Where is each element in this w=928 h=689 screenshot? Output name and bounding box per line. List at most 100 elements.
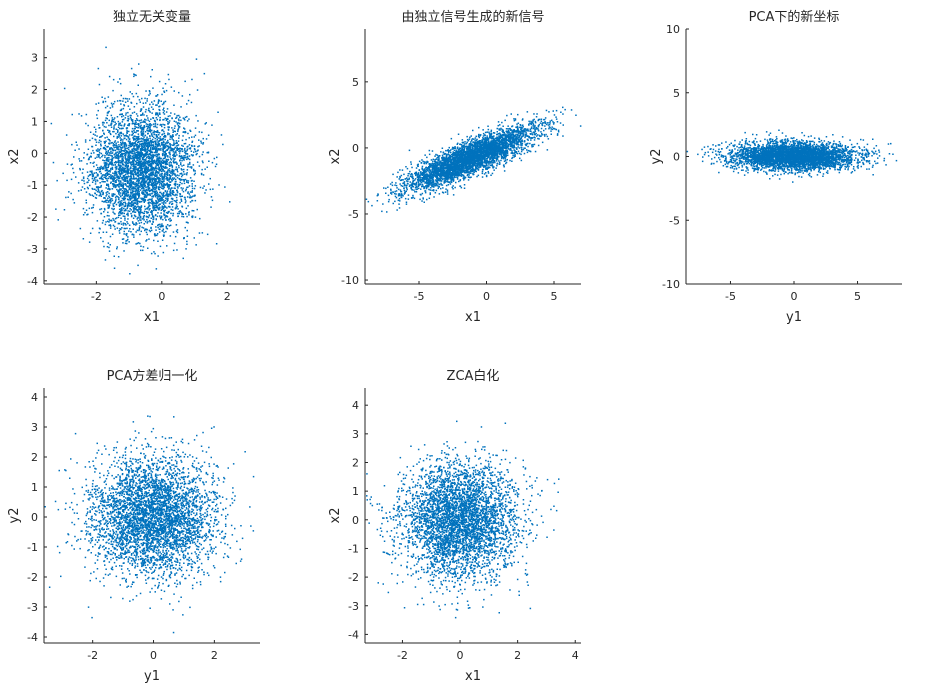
data-point xyxy=(127,214,129,217)
data-point xyxy=(147,138,149,140)
data-point xyxy=(171,180,173,182)
data-point xyxy=(95,103,97,105)
data-point xyxy=(116,227,119,229)
data-point xyxy=(108,188,111,191)
data-point xyxy=(442,151,445,153)
data-point xyxy=(136,136,139,138)
data-point xyxy=(137,205,139,207)
data-point xyxy=(209,177,211,180)
data-point xyxy=(164,165,167,168)
data-point xyxy=(132,200,134,202)
data-point xyxy=(129,116,132,119)
data-point xyxy=(131,214,133,217)
data-point xyxy=(155,229,157,231)
data-point xyxy=(160,160,163,163)
data-point xyxy=(158,204,160,207)
data-point xyxy=(81,179,83,181)
data-point xyxy=(124,227,127,230)
data-point xyxy=(139,162,142,164)
data-point xyxy=(135,160,137,163)
data-point xyxy=(95,144,97,146)
data-point xyxy=(156,129,159,132)
data-point xyxy=(112,172,114,174)
data-point xyxy=(142,217,145,219)
data-point xyxy=(156,140,158,142)
data-point xyxy=(149,202,152,204)
data-point xyxy=(204,168,206,170)
data-point xyxy=(114,217,117,220)
data-point xyxy=(173,127,176,129)
data-point xyxy=(159,186,161,189)
data-point xyxy=(139,225,141,227)
data-point xyxy=(122,188,125,190)
data-point xyxy=(147,119,149,121)
data-point xyxy=(156,138,158,140)
data-point xyxy=(108,110,110,113)
data-point xyxy=(161,144,163,146)
data-point xyxy=(138,206,140,208)
data-point xyxy=(536,113,538,115)
data-point xyxy=(107,149,110,152)
data-point xyxy=(156,104,158,106)
data-point xyxy=(191,183,193,185)
data-point xyxy=(158,179,160,182)
data-point xyxy=(165,183,168,185)
data-point xyxy=(146,212,148,214)
data-point xyxy=(99,192,102,194)
data-point xyxy=(174,178,177,181)
data-point xyxy=(148,238,150,240)
data-point xyxy=(110,219,113,222)
data-point xyxy=(119,203,121,206)
data-point xyxy=(108,224,110,227)
data-point xyxy=(135,222,137,224)
data-point xyxy=(134,177,136,180)
data-point xyxy=(134,153,136,155)
data-point xyxy=(127,137,130,139)
data-point xyxy=(86,177,89,180)
data-point xyxy=(128,151,131,154)
data-point xyxy=(181,206,184,208)
data-point xyxy=(112,144,114,147)
data-point xyxy=(130,67,133,70)
data-point xyxy=(195,244,197,246)
data-point xyxy=(121,152,123,155)
data-point xyxy=(149,220,151,222)
data-point xyxy=(145,102,147,104)
data-point xyxy=(434,155,436,157)
data-point xyxy=(193,195,196,197)
data-point xyxy=(105,164,107,167)
data-point xyxy=(143,150,146,152)
data-point xyxy=(123,183,125,186)
data-point xyxy=(166,173,169,175)
data-point xyxy=(107,185,110,188)
data-point xyxy=(137,126,139,129)
data-point xyxy=(206,151,208,154)
data-point xyxy=(163,205,166,207)
data-point xyxy=(188,155,191,157)
data-point xyxy=(207,134,210,136)
data-point xyxy=(95,197,98,199)
data-point xyxy=(171,165,174,167)
data-point xyxy=(178,166,180,169)
data-point xyxy=(160,193,163,195)
data-point xyxy=(112,149,115,151)
data-point xyxy=(194,172,196,175)
y-tick-label: 1 xyxy=(31,115,38,128)
data-point xyxy=(149,194,152,197)
data-point xyxy=(95,164,98,166)
data-point xyxy=(121,208,123,210)
data-point xyxy=(147,220,149,223)
data-point xyxy=(168,133,171,135)
data-point xyxy=(107,173,110,176)
data-point xyxy=(119,82,122,85)
data-point xyxy=(145,228,148,231)
data-point xyxy=(139,201,141,203)
data-point xyxy=(386,211,388,213)
data-point xyxy=(155,204,157,206)
data-point xyxy=(486,131,488,133)
data-point xyxy=(131,233,134,235)
data-point xyxy=(160,170,163,173)
data-point xyxy=(135,188,138,190)
data-point xyxy=(161,239,164,241)
